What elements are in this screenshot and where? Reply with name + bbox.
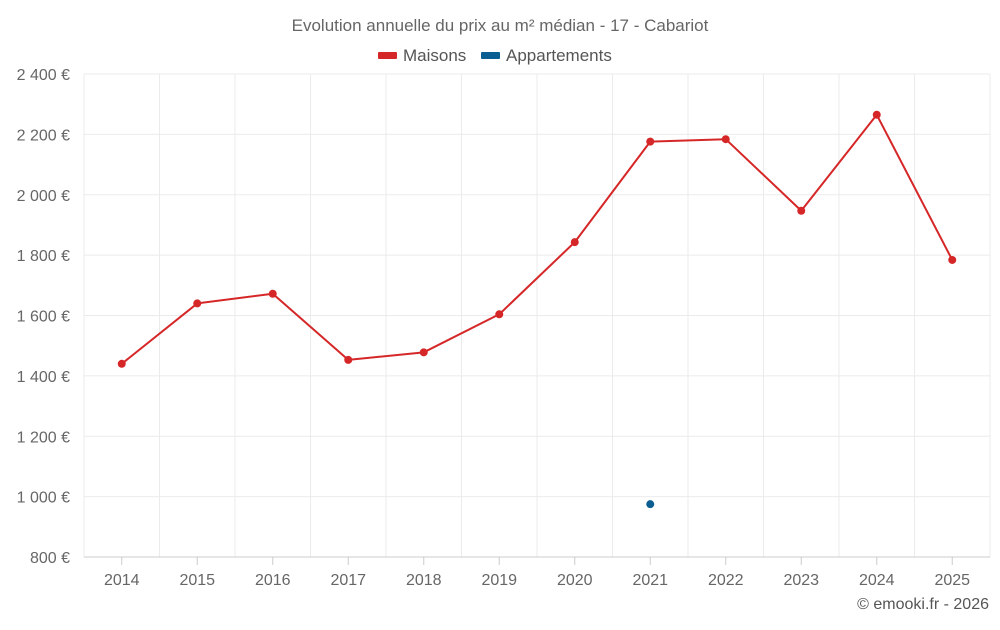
- legend: Maisons Appartements: [378, 46, 612, 65]
- y-tick-label: 1 600 €: [17, 309, 70, 326]
- data-point-maisons-2019[interactable]: [495, 310, 504, 319]
- y-axis: 800 € 1 000 € 1 200 € 1 400 € 1 600 € 1 800 €…: [17, 67, 70, 567]
- x-axis: 2014 2015 2016 2017 2018 2019 2020 2021 2022 2023…: [84, 556, 990, 589]
- legend-swatch-appartements: [481, 52, 500, 59]
- data-point-appartements-2021[interactable]: [646, 500, 655, 509]
- y-tick-label: 2 200 €: [17, 127, 70, 144]
- data-point-maisons-2020[interactable]: [570, 238, 579, 247]
- data-point-maisons-2014[interactable]: [117, 359, 126, 368]
- legend-label-appartements: Appartements: [506, 46, 612, 65]
- y-tick-label: 2 000 €: [17, 188, 70, 205]
- x-tick-label: 2020: [557, 572, 593, 589]
- data-point-maisons-2021[interactable]: [646, 137, 655, 146]
- data-point-maisons-2022[interactable]: [721, 135, 730, 144]
- data-point-maisons-2015[interactable]: [193, 299, 202, 308]
- x-tick-label: 2014: [104, 572, 140, 589]
- x-tick-label: 2025: [934, 572, 970, 589]
- y-tick-label: 1 200 €: [17, 429, 70, 446]
- credit-text: © emooki.fr - 2026: [857, 596, 989, 613]
- y-tick-label: 1 400 €: [17, 369, 70, 386]
- data-point-maisons-2018[interactable]: [419, 348, 428, 357]
- data-point-maisons-2025[interactable]: [948, 255, 957, 264]
- data-point-maisons-2016[interactable]: [268, 289, 277, 298]
- x-tick-label: 2016: [255, 572, 291, 589]
- legend-label-maisons: Maisons: [403, 46, 466, 65]
- x-tick-label: 2022: [708, 572, 744, 589]
- y-tick-label: 800 €: [30, 550, 70, 567]
- x-tick-label: 2018: [406, 572, 442, 589]
- y-tick-label: 2 400 €: [17, 67, 70, 84]
- x-tick-label: 2015: [179, 572, 215, 589]
- x-tick-label: 2021: [632, 572, 668, 589]
- series: [117, 110, 957, 509]
- chart-title: Evolution annuelle du prix au m² médian …: [292, 16, 709, 35]
- legend-item-appartements[interactable]: Appartements: [481, 46, 612, 65]
- data-point-maisons-2024[interactable]: [872, 110, 881, 119]
- y-tick-label: 1 800 €: [17, 248, 70, 265]
- x-tick-label: 2024: [859, 572, 895, 589]
- legend-swatch-maisons: [378, 52, 397, 59]
- data-point-maisons-2017[interactable]: [344, 355, 353, 364]
- data-point-maisons-2023[interactable]: [797, 206, 806, 215]
- x-tick-label: 2017: [330, 572, 366, 589]
- y-tick-label: 1 000 €: [17, 490, 70, 507]
- x-tick-label: 2023: [783, 572, 819, 589]
- legend-item-maisons[interactable]: Maisons: [378, 46, 466, 65]
- x-tick-label: 2019: [481, 572, 517, 589]
- series-line-maisons: [121, 113, 954, 365]
- grid: [83, 73, 991, 557]
